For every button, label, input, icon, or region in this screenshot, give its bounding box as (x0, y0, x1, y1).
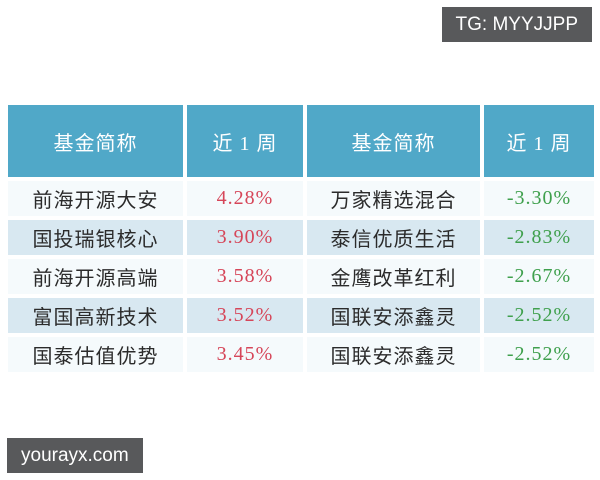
fund-value-cell: -2.67% (484, 259, 594, 294)
fund-name-cell: 国投瑞银核心 (8, 220, 183, 255)
fund-performance-table: 基金简称 近 1 周 基金简称 近 1 周 前海开源大安 4.28% 万家精选混… (8, 105, 594, 372)
fund-value-cell: 3.58% (187, 259, 303, 294)
column-header-1week-left: 近 1 周 (187, 105, 303, 177)
fund-value-cell: 4.28% (187, 181, 303, 216)
fund-name-cell: 国泰估值优势 (8, 337, 183, 372)
fund-name-cell: 国联安添鑫灵 (307, 337, 480, 372)
fund-value-cell: -2.83% (484, 220, 594, 255)
fund-name-cell: 泰信优质生活 (307, 220, 480, 255)
fund-name-cell: 万家精选混合 (307, 181, 480, 216)
fund-value-cell: 3.52% (187, 298, 303, 333)
fund-name-cell: 前海开源大安 (8, 181, 183, 216)
fund-name-cell: 国联安添鑫灵 (307, 298, 480, 333)
column-header-1week-right: 近 1 周 (484, 105, 594, 177)
website-watermark-badge: yourayx.com (7, 438, 143, 473)
column-header-fund-name-right: 基金简称 (307, 105, 480, 177)
fund-name-cell: 金鹰改革红利 (307, 259, 480, 294)
fund-value-cell: -2.52% (484, 298, 594, 333)
fund-name-cell: 富国高新技术 (8, 298, 183, 333)
fund-value-cell: 3.90% (187, 220, 303, 255)
fund-value-cell: -2.52% (484, 337, 594, 372)
telegram-handle-badge: TG: MYYJJPP (441, 7, 592, 42)
column-header-fund-name-left: 基金简称 (8, 105, 183, 177)
fund-value-cell: -3.30% (484, 181, 594, 216)
fund-name-cell: 前海开源高端 (8, 259, 183, 294)
fund-value-cell: 3.45% (187, 337, 303, 372)
